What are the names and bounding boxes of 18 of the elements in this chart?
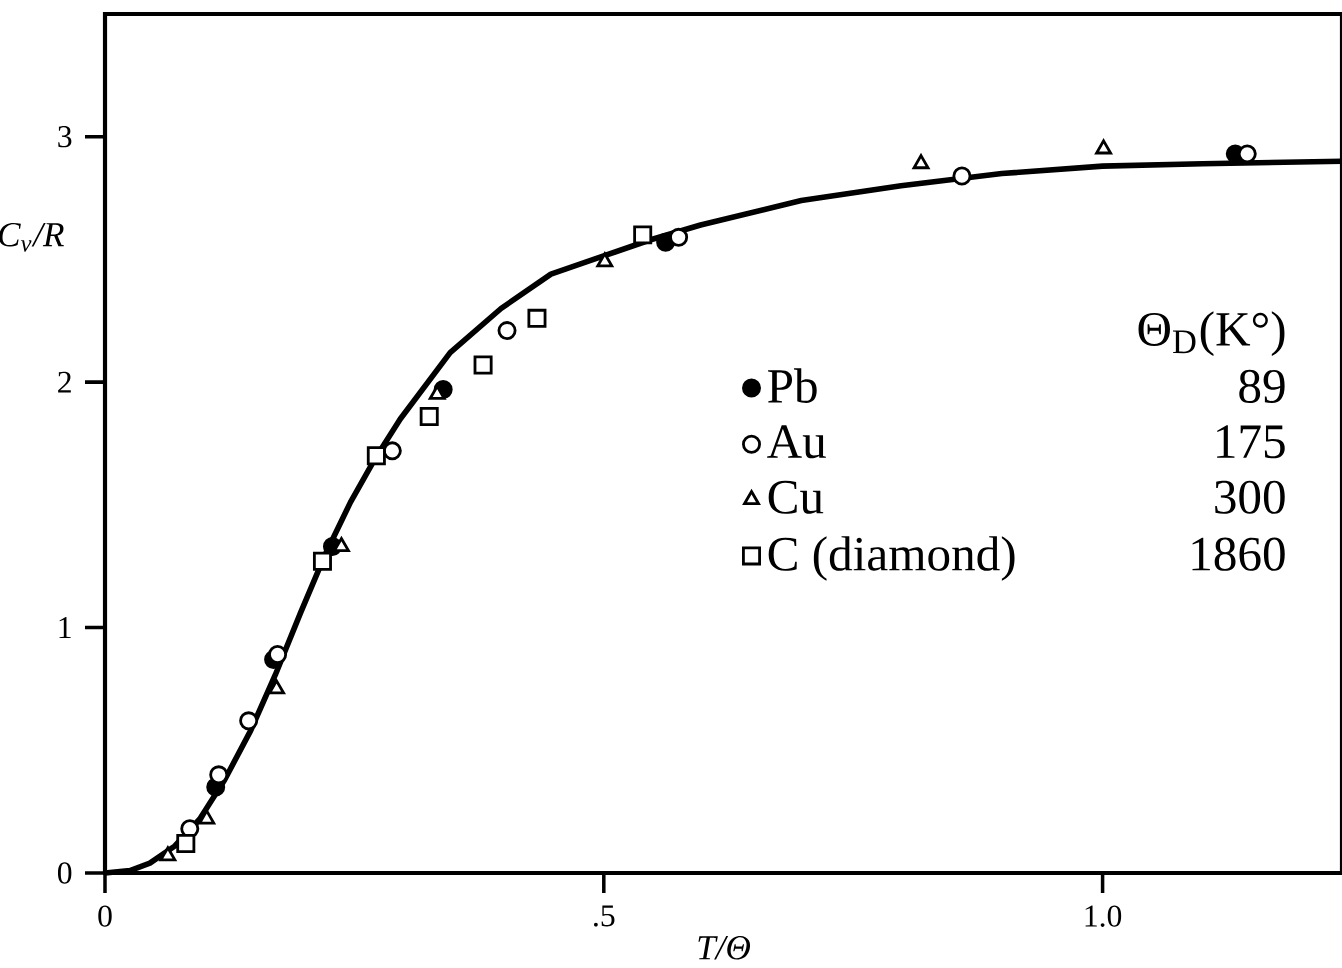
y-tick-label: 1 [59, 617, 71, 638]
legend-title: Θ$_{D}$(K°) [1138, 311, 1285, 356]
legend-label: C (diamond) [768, 536, 1015, 581]
annotation: 175 [1217, 425, 1285, 459]
legend-label: Cu [768, 480, 824, 514]
annotation: 300 [1215, 480, 1285, 514]
annotation: 89 [1239, 369, 1285, 403]
x-tick-label: 1.0 [1085, 905, 1122, 927]
annotation: 1860 [1192, 537, 1285, 571]
y-tick-label: 2 [58, 371, 71, 393]
x-tick-label: .5 [594, 905, 615, 927]
legend-label: Au [767, 425, 826, 459]
x-axis-title: T/Θ [698, 936, 751, 960]
y-axis-title: C$_{v}$/R [0, 222, 64, 252]
x-tick-label: 0 [98, 905, 112, 927]
y-tick-label: 0 [57, 862, 72, 884]
y-tick-label: 3 [58, 126, 72, 148]
legend-label: Pb [768, 368, 817, 403]
